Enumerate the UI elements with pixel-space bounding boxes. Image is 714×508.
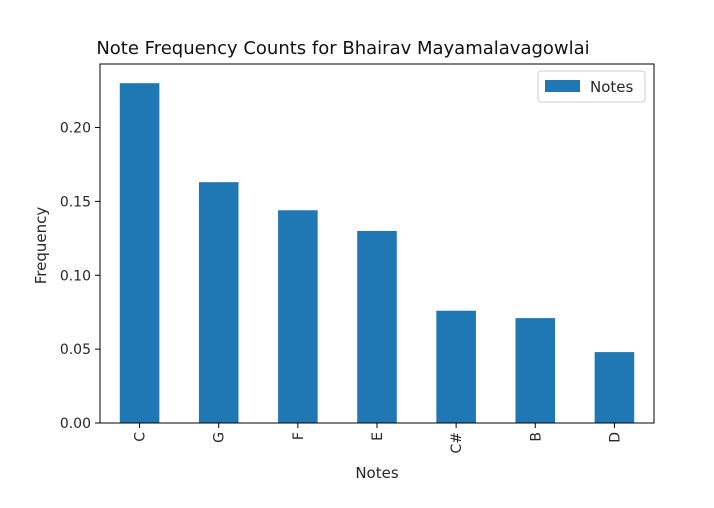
plot-area: 0.00 0.05 0.10 0.15 0.20 C G F E C# B D: [60, 63, 655, 454]
legend: Notes: [537, 70, 646, 103]
bar-F: [278, 210, 318, 423]
legend-box: [537, 70, 646, 103]
bar-B: [515, 318, 556, 423]
x-tick-label: E: [370, 432, 386, 441]
x-tick-label: C: [133, 432, 149, 442]
x-tick-label: D: [607, 432, 623, 443]
y-tick-label: 0.10: [60, 268, 91, 284]
y-axis-title: Frequency: [32, 207, 50, 285]
x-axis-title: Notes: [355, 464, 399, 482]
legend-swatch: [545, 80, 580, 92]
legend-label: Notes: [590, 78, 634, 96]
chart-title: Note Frequency Counts for Bhairav Mayama…: [96, 38, 589, 59]
bar-D: [594, 352, 635, 423]
bars: [119, 83, 635, 424]
y-tick-label: 0.00: [60, 416, 91, 432]
bar-C: [119, 83, 160, 424]
x-tick-label: C#: [449, 432, 465, 454]
plot-frame: [99, 63, 655, 424]
bar-E: [357, 230, 397, 423]
x-tick-label: F: [291, 432, 307, 440]
x-axis: C G F E C# B D: [133, 423, 623, 454]
y-tick-label: 0.15: [60, 194, 91, 210]
x-tick-label: B: [528, 432, 544, 442]
y-axis: 0.00 0.05 0.10 0.15 0.20: [60, 121, 100, 432]
bar-G: [198, 182, 239, 423]
x-tick-label: G: [212, 432, 228, 443]
bar-C#: [436, 310, 476, 423]
y-tick-label: 0.05: [60, 342, 91, 358]
y-tick-label: 0.20: [60, 121, 91, 137]
